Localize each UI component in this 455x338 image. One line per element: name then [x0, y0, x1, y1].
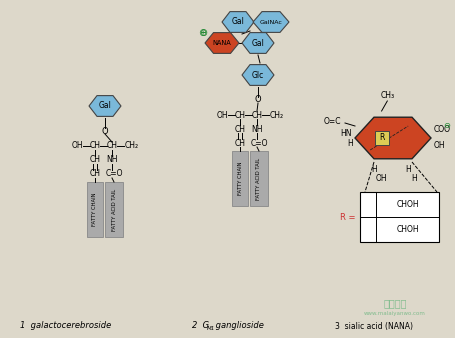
Text: CH: CH: [90, 155, 101, 165]
Text: OH: OH: [376, 174, 387, 183]
Text: O: O: [255, 96, 261, 104]
Text: Gal: Gal: [99, 101, 111, 111]
Text: ⊕: ⊕: [198, 28, 206, 38]
Text: OH: OH: [434, 142, 445, 150]
Text: M1: M1: [207, 327, 215, 332]
Text: H: H: [405, 165, 411, 174]
Text: O=C: O=C: [324, 118, 341, 126]
Bar: [250, 151, 268, 206]
Text: R =: R =: [339, 213, 355, 221]
Text: 1  galactocerebroside: 1 galactocerebroside: [20, 321, 111, 331]
Polygon shape: [242, 65, 274, 86]
Text: Gal: Gal: [232, 18, 244, 26]
Text: R: R: [379, 134, 384, 143]
Text: FATTY CHAIN: FATTY CHAIN: [92, 193, 97, 226]
Text: 马来燕窝: 马来燕窝: [383, 298, 407, 308]
Text: NH: NH: [106, 155, 118, 165]
Polygon shape: [253, 11, 289, 32]
Text: ⊖: ⊖: [199, 28, 207, 38]
Text: Gal: Gal: [252, 39, 264, 48]
Text: CH: CH: [90, 142, 101, 150]
Text: C=O: C=O: [250, 139, 268, 147]
Text: NANA: NANA: [212, 40, 232, 46]
Text: CHOH: CHOH: [396, 225, 419, 234]
Bar: [87, 182, 103, 237]
Text: CH: CH: [234, 111, 246, 120]
Text: 2  G: 2 G: [192, 321, 209, 331]
Text: CH: CH: [252, 111, 263, 120]
Text: H: H: [371, 165, 377, 174]
Bar: [375, 131, 389, 145]
Polygon shape: [205, 32, 239, 53]
Text: H: H: [347, 139, 353, 147]
Text: ⊖: ⊖: [444, 121, 450, 130]
Text: CH: CH: [90, 169, 101, 178]
Polygon shape: [242, 32, 274, 53]
Text: CH: CH: [106, 142, 117, 150]
Text: www.malaiyanwo.com: www.malaiyanwo.com: [364, 312, 426, 316]
Text: O: O: [101, 126, 108, 136]
Text: Glc: Glc: [252, 71, 264, 79]
Text: COO: COO: [434, 125, 451, 135]
Text: CH: CH: [234, 124, 246, 134]
Polygon shape: [89, 96, 121, 116]
Text: FATTY ACID TAIL: FATTY ACID TAIL: [111, 189, 116, 231]
Bar: [360, 192, 439, 242]
Polygon shape: [355, 117, 431, 159]
Text: GalNAc: GalNAc: [259, 20, 283, 24]
Text: CH: CH: [234, 139, 246, 147]
Text: 3  sialic acid (NANA): 3 sialic acid (NANA): [335, 321, 413, 331]
Polygon shape: [222, 11, 254, 32]
Text: FATTY CHAIN: FATTY CHAIN: [238, 162, 243, 195]
Text: NH: NH: [251, 124, 263, 134]
Text: HN: HN: [340, 128, 352, 138]
Text: OH: OH: [71, 142, 83, 150]
Text: OH: OH: [216, 111, 228, 120]
Text: CH₂: CH₂: [125, 142, 139, 150]
Text: C=O: C=O: [105, 169, 123, 178]
Text: CH₂: CH₂: [270, 111, 284, 120]
Bar: [105, 182, 123, 237]
Bar: [232, 151, 248, 206]
Text: CH₃: CH₃: [380, 92, 394, 100]
Text: H: H: [411, 174, 417, 183]
Text: FATTY ACID TAIL: FATTY ACID TAIL: [257, 158, 262, 199]
Text: ganglioside: ganglioside: [213, 321, 264, 331]
Text: CHOH: CHOH: [396, 200, 419, 209]
